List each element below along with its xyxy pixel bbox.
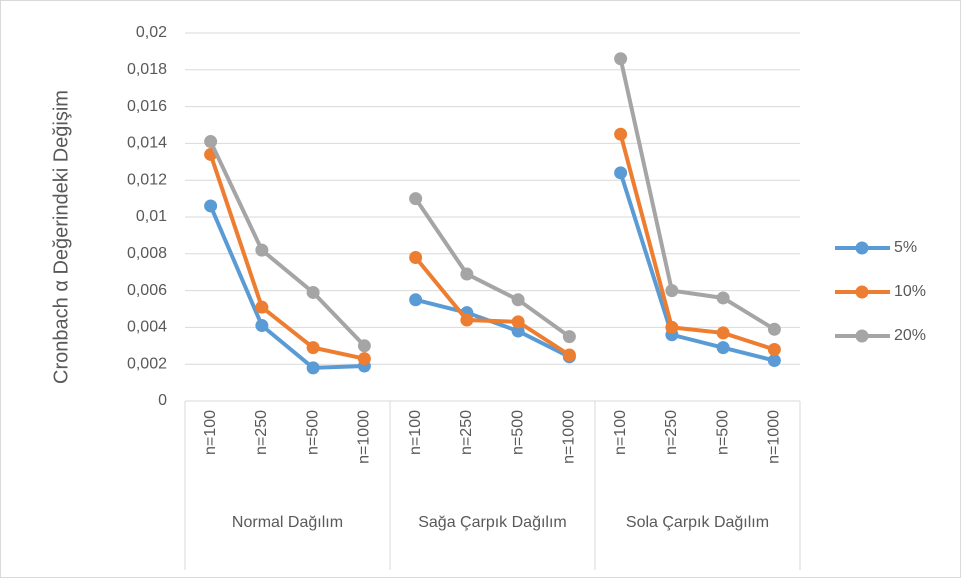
y-tick-label: 0,004 [127, 319, 167, 336]
data-point [255, 300, 269, 314]
series-line [208, 140, 366, 348]
y-tick-label: 0,01 [136, 208, 167, 225]
data-point [716, 326, 730, 340]
legend-label: 5% [894, 239, 917, 256]
data-point [357, 339, 371, 353]
series-line [414, 256, 571, 357]
data-point [665, 320, 679, 334]
series-line [208, 153, 365, 361]
y-tick-label: 0 [158, 392, 167, 409]
data-point [409, 192, 423, 206]
data-point [614, 52, 628, 66]
y-tick-label: 0,012 [127, 171, 167, 188]
legend-marker [855, 241, 869, 255]
data-point [255, 243, 269, 257]
x-tick-label: n=250 [458, 410, 475, 455]
y-axis-title: Cronbach α Değerindeki Değişim [50, 90, 72, 384]
x-tick-label: n=250 [663, 410, 680, 455]
data-point [409, 250, 423, 264]
data-point [562, 348, 576, 362]
data-point [357, 352, 371, 366]
y-tick-label: 0,018 [127, 61, 167, 78]
legend-marker [855, 329, 869, 343]
y-tick-label: 0,014 [127, 135, 167, 152]
data-point [511, 315, 525, 329]
data-point [204, 135, 218, 149]
data-point [665, 284, 679, 298]
x-tick-label: n=250 [253, 410, 270, 455]
series-line [618, 172, 775, 363]
y-tick-label: 0,008 [127, 245, 167, 262]
x-tick-label: n=500 [304, 410, 321, 455]
x-tick-label: n=500 [714, 410, 731, 455]
data-point [767, 322, 781, 336]
data-point [716, 341, 730, 355]
series-line [413, 197, 571, 339]
data-point [511, 293, 525, 307]
data-point [716, 291, 730, 305]
data-point [306, 285, 320, 299]
data-point [460, 313, 474, 327]
legend-marker [855, 285, 869, 299]
x-tick-label: n=500 [509, 410, 526, 455]
data-point [562, 330, 576, 344]
x-tick-label: n=1000 [561, 410, 578, 464]
data-point [767, 354, 781, 368]
legend-label: 20% [894, 327, 926, 344]
x-tick-label: n=100 [612, 410, 629, 455]
data-point [460, 267, 474, 281]
data-point [306, 361, 320, 375]
y-tick-label: 0,02 [136, 24, 167, 41]
legend-label: 10% [894, 283, 926, 300]
group-label: Normal Dağılım [231, 514, 344, 531]
y-tick-label: 0,006 [127, 282, 167, 299]
data-point [511, 324, 525, 338]
series-line [618, 133, 775, 352]
group-label: Sola Çarpık Dağılım [625, 514, 770, 531]
data-point [306, 341, 320, 355]
x-tick-label: n=1000 [356, 410, 373, 464]
x-tick-label: n=100 [407, 410, 424, 455]
data-point [614, 127, 628, 141]
series-line [208, 205, 365, 370]
data-point [614, 166, 628, 180]
data-point [767, 342, 781, 356]
group-label: Sağa Çarpık Dağılım [418, 514, 567, 531]
y-tick-label: 0,002 [127, 355, 167, 372]
x-tick-label: n=100 [202, 410, 219, 455]
data-point [409, 293, 423, 307]
y-tick-label: 0,016 [127, 98, 167, 115]
data-point [204, 199, 218, 213]
series-line [618, 58, 776, 331]
data-point [255, 319, 269, 333]
x-tick-label: n=1000 [766, 410, 783, 464]
